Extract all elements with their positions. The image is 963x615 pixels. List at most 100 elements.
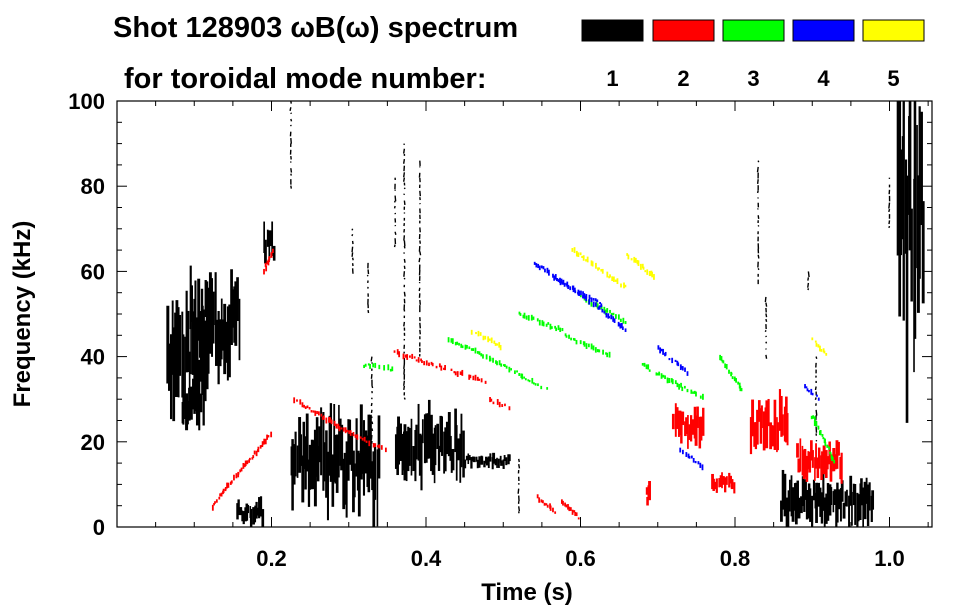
spectral-streak: [419, 251, 422, 256]
blob-mode-2: [671, 403, 705, 449]
x-tick-label: 0.6: [565, 546, 596, 571]
spectral-streak: [757, 215, 760, 219]
legend-label-mode-1: 1: [606, 66, 618, 91]
chirp-mode-2: [393, 349, 487, 384]
spectral-streak: [402, 172, 406, 178]
spectral-streak: [765, 313, 768, 318]
spectral-streak: [418, 257, 421, 263]
legend-label-mode-5: 5: [887, 66, 899, 91]
spectral-streak: [351, 252, 354, 257]
spectral-streak: [756, 166, 759, 173]
spectral-streak: [756, 179, 759, 184]
spectral-streak: [814, 386, 817, 391]
legend-swatch-mode-5: [862, 19, 925, 42]
spectral-streak: [394, 231, 397, 236]
spectral-streak: [757, 254, 760, 259]
spectral-streak: [888, 208, 891, 213]
chart-title-line1: Shot 128903 ωB(ω) spectrum: [113, 12, 518, 44]
series-mode-1: [166, 101, 925, 527]
spectral-streak: [757, 225, 760, 227]
spectral-streak: [518, 458, 520, 463]
series-mode-5: [470, 247, 828, 356]
spectral-streak: [807, 282, 810, 288]
chirp-mode-2: [211, 482, 230, 511]
spectral-streak: [371, 385, 374, 389]
chirp-mode-3: [564, 333, 611, 358]
spectral-streak: [290, 118, 293, 122]
spectral-streak: [394, 195, 397, 202]
y-tick-label: 100: [68, 89, 105, 114]
spectral-streak: [351, 228, 354, 231]
blob-mode-1: [896, 101, 925, 423]
chirp-mode-3: [363, 362, 394, 372]
spectral-streak: [371, 421, 374, 425]
spectral-streak: [518, 464, 521, 469]
spectral-streak: [518, 506, 521, 512]
y-tick-label: 60: [81, 259, 105, 284]
spectral-streak: [807, 271, 810, 278]
blob-mode-1: [236, 496, 265, 527]
y-axis-title: Frequency (kHz): [9, 221, 36, 408]
legend-label-mode-2: 2: [677, 66, 689, 91]
chirp-mode-2: [293, 397, 349, 434]
spectral-streak: [888, 202, 891, 209]
series-mode-4: [533, 261, 820, 471]
chart-title-line2: for toroidal mode number:: [124, 63, 487, 95]
chirp-mode-5: [626, 253, 655, 280]
blob-mode-1: [290, 403, 381, 527]
legend: 1 2 3 4 5: [581, 19, 925, 91]
spectral-streak: [403, 291, 406, 297]
spectral-streak: [370, 356, 373, 362]
spectral-streak: [888, 220, 891, 225]
spectral-streak: [765, 302, 768, 307]
spectral-streak: [403, 321, 406, 327]
spectral-streak: [403, 363, 406, 369]
chirp-mode-2: [229, 431, 273, 485]
chirp-mode-4: [679, 447, 704, 471]
blob-mode-2: [711, 472, 736, 494]
blob-mode-2: [645, 481, 651, 506]
spectral-streak: [402, 177, 406, 182]
chirp-mode-3: [503, 364, 549, 390]
spectral-streak: [815, 356, 818, 359]
spectral-streak: [888, 225, 891, 229]
spectral-streak: [403, 252, 406, 254]
spectral-streak: [403, 187, 406, 190]
chirp-mode-2: [263, 248, 274, 275]
spectral-streak: [351, 246, 354, 253]
blob-mode-2: [749, 389, 789, 455]
spectral-streak: [290, 168, 293, 173]
spectral-streak: [403, 235, 406, 241]
legend-label-mode-4: 4: [817, 66, 830, 91]
spectral-streak: [403, 397, 406, 400]
y-tick-label: 0: [93, 515, 105, 540]
chirp-mode-4: [556, 278, 603, 308]
spectral-streak: [289, 107, 292, 111]
chirp-mode-3: [641, 362, 704, 400]
spectral-streak: [764, 296, 767, 303]
spectral-streak: [815, 409, 818, 416]
x-tick-label: 1.0: [874, 546, 905, 571]
blob-mode-1: [181, 378, 203, 431]
spectral-streak: [807, 277, 810, 281]
spectral-streak: [403, 240, 406, 247]
legend-label-mode-3: 3: [747, 66, 759, 91]
y-tick-label: 80: [81, 174, 105, 199]
spectral-streak: [765, 318, 768, 322]
plot-area: [166, 101, 925, 527]
chirp-mode-4: [657, 345, 689, 376]
y-tick-label: 40: [81, 345, 105, 370]
chirp-mode-5: [571, 247, 627, 289]
spectral-streak: [756, 190, 759, 194]
spectral-streak: [393, 205, 396, 209]
spectral-streak: [351, 234, 354, 237]
blob-mode-1: [394, 399, 465, 491]
spectral-streak: [757, 268, 760, 271]
chirp-mode-2: [536, 494, 557, 514]
spectral-streak: [402, 158, 406, 164]
legend-swatch-mode-1: [581, 19, 644, 42]
spectral-streak: [403, 385, 406, 391]
spectral-streak: [764, 330, 767, 333]
chirp-mode-3: [447, 337, 503, 367]
spectral-streak: [403, 258, 406, 263]
